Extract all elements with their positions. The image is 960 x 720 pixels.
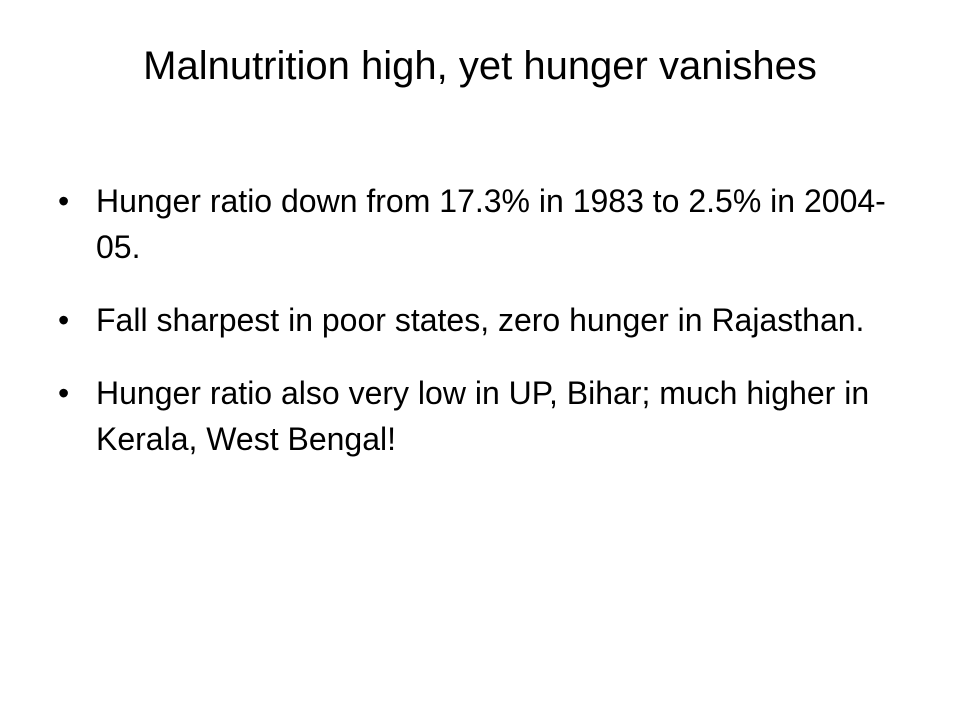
bullet-item: Hunger ratio also very low in UP, Bihar;… — [58, 370, 896, 462]
slide-title: Malnutrition high, yet hunger vanishes — [143, 44, 817, 88]
bullet-item: Hunger ratio down from 17.3% in 1983 to … — [58, 178, 896, 270]
bullet-item: Fall sharpest in poor states, zero hunge… — [58, 297, 896, 343]
bullet-list: Hunger ratio down from 17.3% in 1983 to … — [56, 178, 896, 489]
